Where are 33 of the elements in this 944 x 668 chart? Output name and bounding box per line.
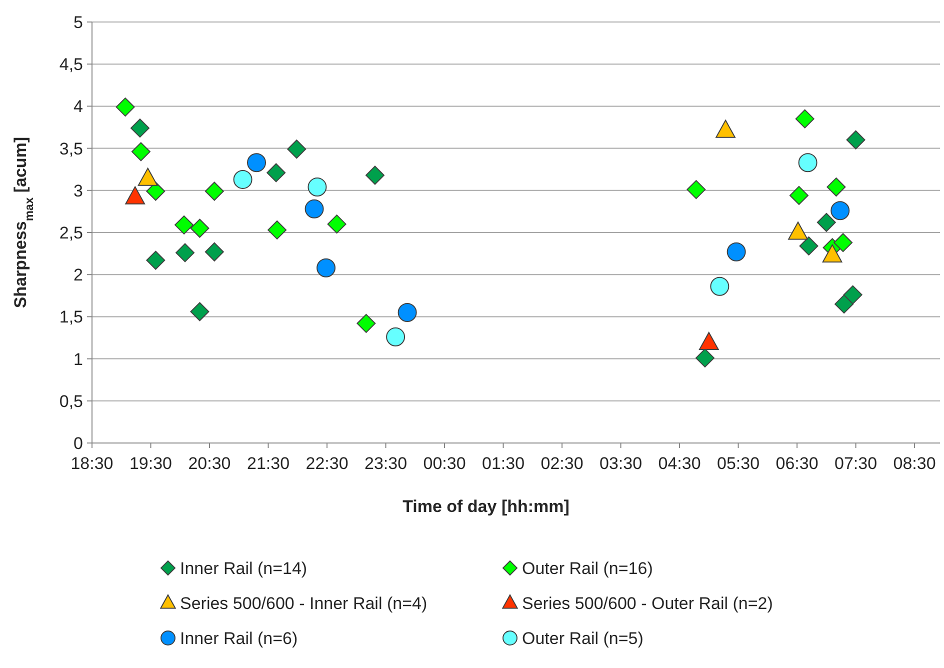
x-tick-label: 08:30 (893, 454, 936, 473)
y-tick-label: 3 (74, 181, 83, 200)
x-tick-label: 19:30 (129, 454, 172, 473)
x-tick-label: 03:30 (600, 454, 642, 473)
legend-label: Outer Rail (n=5) (522, 628, 644, 648)
x-tick-label: 04:30 (658, 454, 701, 473)
legend-label: Series 500/600 - Outer Rail (n=2) (522, 594, 773, 613)
x-tick-label: 00:30 (423, 454, 466, 473)
y-tick-label: 0 (74, 434, 83, 453)
x-tick-label: 02:30 (540, 454, 584, 473)
y-tick-label: 3,5 (59, 139, 83, 158)
x-tick-label: 06:30 (776, 454, 818, 473)
y-tick-label: 0,5 (59, 392, 83, 411)
y-tick-label: 4,5 (59, 55, 83, 74)
y-tick-label: 5 (74, 12, 83, 32)
y-tick-label: 2,5 (59, 223, 83, 242)
y-tick-label: 2 (74, 266, 83, 285)
x-tick-label: 21:30 (246, 454, 290, 473)
y-tick-label: 1,5 (59, 308, 83, 327)
legend-label: Inner Rail (n=14) (180, 558, 308, 578)
x-axis-title: Time of day [hh:mm] (402, 497, 570, 516)
legend-label: Inner Rail (n=6) (180, 628, 298, 648)
legend-label: Outer Rail (n=16) (522, 558, 653, 578)
y-tick-label: 4 (74, 97, 83, 116)
x-tick-label: 22:30 (306, 454, 348, 473)
x-tick-label: 20:30 (188, 454, 231, 473)
x-tick-label: 01:30 (482, 454, 525, 473)
x-tick-label: 05:30 (717, 454, 760, 473)
x-tick-label: 18:30 (70, 454, 114, 473)
legend-label: Series 500/600 - Inner Rail (n=4) (180, 594, 428, 613)
y-tick-label: 1 (74, 350, 83, 369)
x-tick-label: 07:30 (834, 454, 878, 473)
x-tick-label: 23:30 (364, 454, 408, 473)
